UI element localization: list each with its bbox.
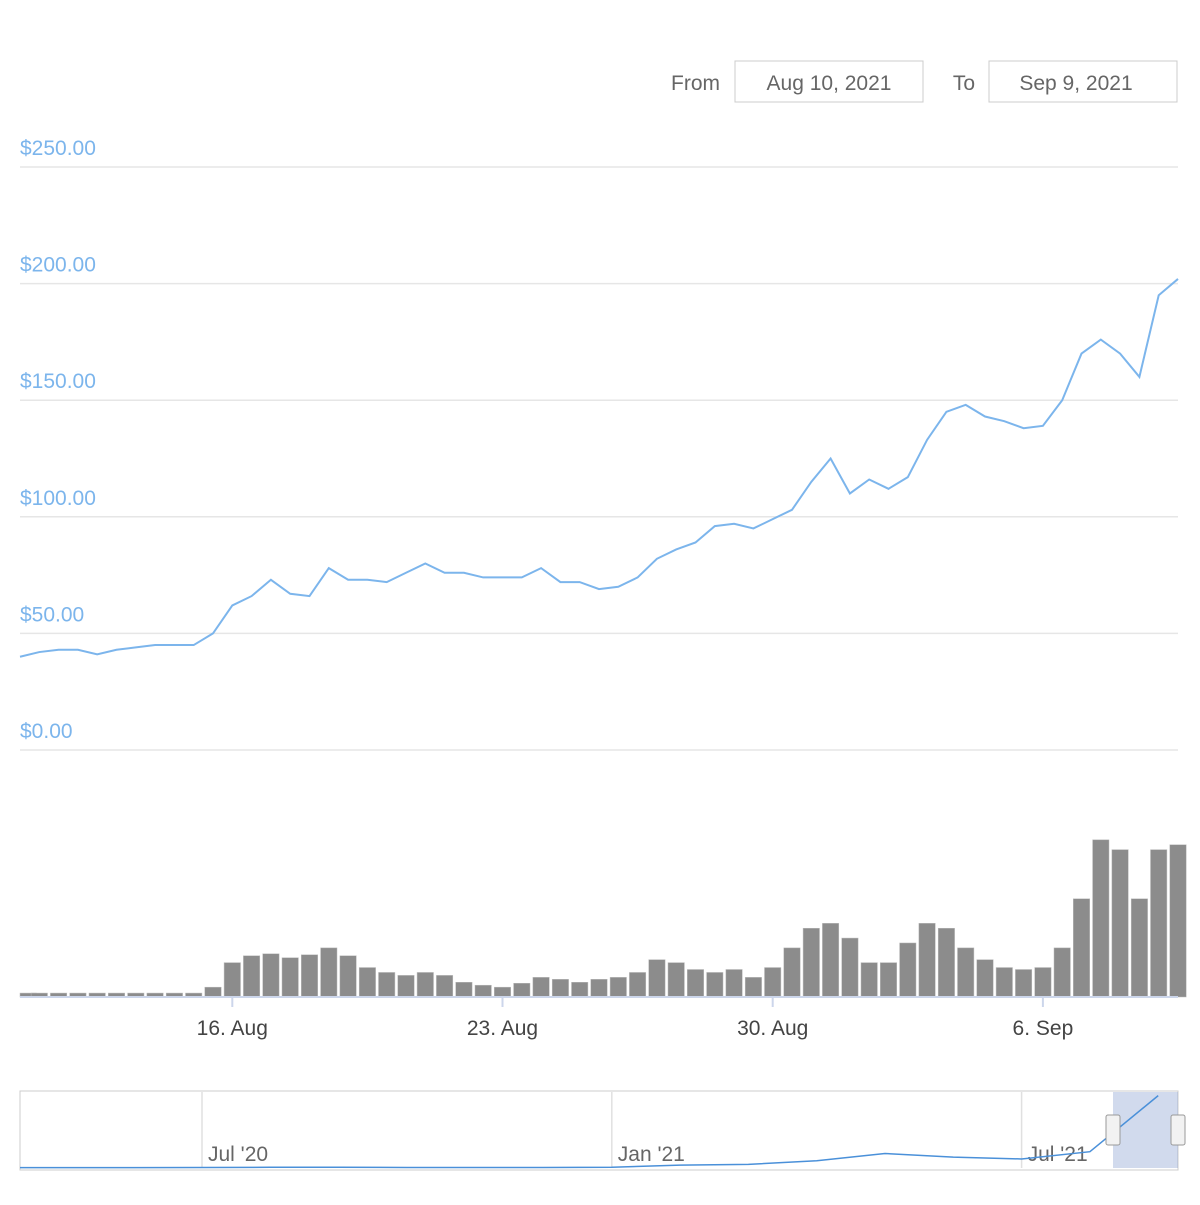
volume-bar bbox=[744, 977, 762, 998]
volume-bar bbox=[957, 947, 975, 998]
volume-bar bbox=[416, 972, 434, 998]
volume-bar bbox=[648, 959, 666, 998]
volume-bar bbox=[571, 982, 589, 998]
volume-bar bbox=[687, 969, 704, 998]
y-tick-label: $0.00 bbox=[20, 720, 73, 743]
y-tick-label: $100.00 bbox=[20, 487, 96, 510]
x-tick-label: 6. Sep bbox=[1013, 1017, 1074, 1040]
volume-bar bbox=[397, 975, 415, 998]
volume-bar bbox=[474, 984, 492, 998]
volume-bar bbox=[1092, 839, 1110, 998]
x-tick-label: 23. Aug bbox=[467, 1017, 538, 1040]
navigator-mask bbox=[1113, 1092, 1178, 1168]
navigator-label: Jul '20 bbox=[208, 1143, 268, 1166]
navigator-handle[interactable] bbox=[1105, 1114, 1121, 1146]
volume-bar bbox=[590, 979, 608, 998]
volume-bar bbox=[995, 967, 1013, 998]
volume-bar bbox=[1015, 969, 1033, 998]
volume-bar bbox=[320, 947, 338, 998]
volume-bar bbox=[629, 972, 647, 998]
volume-bar bbox=[609, 977, 627, 998]
to-value: Sep 9, 2021 bbox=[1019, 72, 1132, 95]
from-label: From bbox=[671, 72, 720, 95]
y-tick-label: $250.00 bbox=[20, 137, 96, 160]
volume-bar bbox=[532, 977, 550, 998]
volume-bar bbox=[262, 953, 280, 998]
y-tick-label: $50.00 bbox=[20, 603, 84, 626]
volume-bar bbox=[802, 927, 820, 998]
volume-bar bbox=[667, 962, 685, 998]
volume-bar bbox=[918, 923, 936, 998]
volume-bar bbox=[1053, 947, 1071, 998]
x-tick-label: 16. Aug bbox=[197, 1017, 268, 1040]
to-label: To bbox=[953, 72, 975, 95]
volume-bar bbox=[551, 979, 569, 998]
volume-bar bbox=[339, 955, 357, 998]
volume-bar bbox=[1034, 967, 1052, 998]
volume-bar bbox=[976, 959, 994, 998]
volume-bar bbox=[281, 957, 299, 998]
volume-bar bbox=[1073, 898, 1090, 998]
y-tick-label: $200.00 bbox=[20, 254, 96, 277]
volume-bar bbox=[1111, 849, 1129, 998]
volume-bar bbox=[1169, 844, 1187, 998]
volume-bar bbox=[204, 986, 222, 998]
volume-bar bbox=[860, 962, 878, 998]
volume-bar bbox=[764, 967, 782, 998]
volume-bar bbox=[822, 923, 840, 998]
volume-bar bbox=[494, 986, 511, 998]
volume-bar bbox=[301, 954, 318, 998]
volume-bar bbox=[725, 969, 743, 998]
x-tick-label: 30. Aug bbox=[737, 1017, 808, 1040]
volume-bar bbox=[1130, 898, 1148, 998]
volume-bar bbox=[937, 927, 955, 998]
to-input[interactable] bbox=[988, 60, 1178, 103]
volume-bar bbox=[1150, 849, 1168, 998]
volume-bar bbox=[378, 972, 396, 998]
volume-bar bbox=[783, 947, 801, 998]
navigator-line bbox=[20, 1095, 1159, 1169]
navigator-label: Jan '21 bbox=[618, 1143, 685, 1166]
volume-bar bbox=[513, 982, 531, 998]
volume-bar bbox=[899, 942, 917, 998]
from-value: Aug 10, 2021 bbox=[767, 72, 892, 95]
y-tick-label: $150.00 bbox=[20, 370, 96, 393]
volume-bar bbox=[223, 962, 241, 998]
navigator-handle[interactable] bbox=[1170, 1114, 1186, 1146]
volume-bar bbox=[841, 937, 859, 998]
volume-bar bbox=[455, 982, 473, 998]
volume-bar bbox=[436, 975, 454, 998]
volume-bar bbox=[358, 967, 376, 998]
from-input[interactable] bbox=[734, 60, 924, 103]
volume-bar bbox=[706, 972, 724, 998]
price-line bbox=[19, 278, 1179, 658]
volume-bar bbox=[880, 962, 897, 998]
volume-bar bbox=[243, 955, 261, 998]
